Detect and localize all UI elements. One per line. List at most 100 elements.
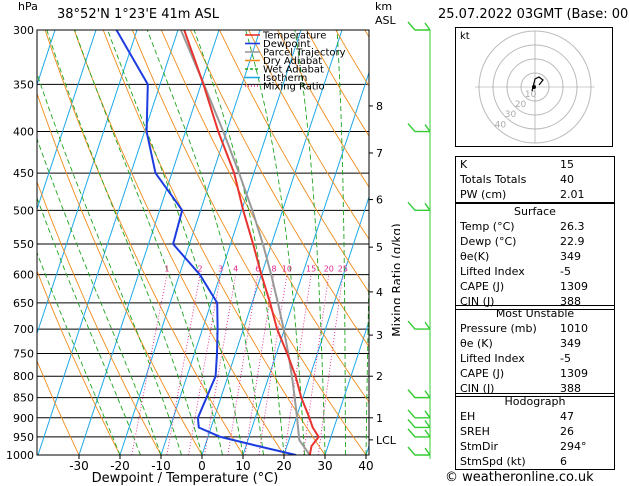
wet-adiabat-line [37,137,162,455]
wind-barb [407,428,430,438]
wet-adiabat-line [294,30,326,455]
wind-barb-flag [424,321,431,330]
dry-adiabat-line [131,30,367,455]
wet-adiabat-line [37,196,141,455]
wind-barb [407,446,430,456]
surface-title: Surface [514,205,556,218]
wind-barb-flag [424,22,431,31]
mixing-ratio-label: 3 [218,265,223,274]
dry-adiabat-line [37,180,162,455]
isotherm-line [0,30,14,455]
wet-adiabat-line [193,30,285,455]
mixing-ratio-line [204,274,237,455]
k-index-value: 15 [560,158,574,171]
surface-thetae-label: θe(K) [460,250,490,263]
km-tick-label: 1 [376,412,383,425]
hpa-axis-title: hPa [18,0,38,13]
mixing-ratio-line [284,274,312,455]
mu-cin-row: CIN (J) 388 [456,381,614,396]
mu-li-row: Lifted Index -5 [456,351,614,366]
mixing-ratio-line [258,274,288,455]
sreh-row: SREH 26 [456,424,614,439]
surface-panel: Surface Temp (°C) 26.3 Dewp (°C) 22.9 θe(K… [455,203,615,310]
surface-dewp-row: Dewp (°C) 22.9 [456,234,614,249]
mu-thetae-row: θe (K) 349 [456,336,614,351]
pressure-tick-label: 700 [13,323,34,336]
pressure-tick-label: 550 [13,238,34,251]
dry-adiabat-line [44,30,244,455]
pressure-tick-label: 300 [13,24,34,37]
wind-barb [407,320,430,330]
surface-cin-label: CIN (J) [460,295,495,308]
legend-label: Dewpoint [263,39,311,50]
wet-adiabat-line [336,30,346,455]
legend-label: Parcel Trajectory [263,48,346,59]
surface-cape-value: 1309 [560,280,588,293]
km-tick-label: LCL [376,434,397,447]
pressure-tick-label: 750 [13,347,34,360]
most-unstable-panel: Most Unstable Pressure (mb) 1010 θe (K) 34… [455,305,615,397]
mu-pressure-value: 1010 [560,322,588,335]
mixing-ratio-label: 10 [282,265,292,274]
surface-cape-label: CAPE (J) [460,280,505,293]
k-index-label: K [460,158,468,171]
wind-barb [407,123,430,133]
asl-axis-title: ASL [375,14,396,27]
km-tick-label: 2 [376,370,383,383]
isotherm-line [37,30,97,211]
location-title: 38°52'N 1°23'E 41m ASL [57,7,219,22]
mu-li-label: Lifted Index [460,352,525,365]
wind-barb-flag [424,410,431,419]
mu-thetae-label: θe (K) [460,337,493,350]
datetime-title: 25.07.2022 03GMT (Base: 00) [438,7,629,22]
surface-temp-value: 26.3 [560,220,585,233]
surface-cin-row: CIN (J) 388 [456,294,614,309]
totals-label: Totals Totals [460,173,527,186]
isotherm-line [37,30,138,336]
mu-li-value: -5 [560,352,571,365]
mu-cin-label: CIN (J) [460,382,495,395]
legend-label: Isotherm [263,73,307,84]
x-tick-label: -30 [69,459,89,473]
hodograph-ring-label: 40 [495,120,507,130]
hodograph-storm-marker [532,85,536,89]
pressure-tick-label: 500 [13,204,34,217]
surface-thetae-value: 349 [560,250,581,263]
chart-axes: 3003504004505005506006507007508008509009… [6,24,397,473]
legend-label: Dry Adiabat [263,56,322,67]
hodograph-ring-label: 20 [515,100,527,110]
surface-dewp-label: Dewp (°C) [460,235,517,248]
pw-value: 2.01 [560,188,585,201]
x-tick-label: -20 [110,459,130,473]
dry-adiabat-line [37,92,203,455]
dry-adiabat-line [277,30,369,188]
km-tick-label: 5 [376,241,383,254]
mu-cape-value: 1309 [560,367,588,380]
skewt-chart: 1 2 3 4 6 8 10 15 20 25 3003504004505005506006507… [0,24,400,486]
wet-adiabat-line [37,72,182,455]
legend-label: Temperature [262,31,326,42]
wet-adiabat-line [146,30,264,455]
x-tick-label: 0 [198,459,206,473]
km-tick-label: 8 [376,100,383,113]
parcel-trajectory-line [179,30,311,455]
legend-label: Mixing Ratio [263,82,325,93]
pressure-tick-label: 900 [13,412,34,425]
totals-row: Totals Totals 40 [456,172,614,187]
mixing-ratio-line [317,274,344,455]
totals-value: 40 [560,173,574,186]
isotherm-line [160,30,302,455]
credit-link[interactable]: © weatheronline.co.uk [445,470,594,485]
pressure-tick-label: 850 [13,392,34,405]
dry-adiabat-line [102,30,326,455]
wet-adiabat-line [245,30,305,455]
x-tick-label: -10 [151,459,171,473]
eh-label: EH [460,410,476,423]
mixing-ratio-line [166,274,201,455]
wind-barb-flag [424,390,431,399]
mixing-ratio-line [302,274,330,455]
wind-barb [407,201,430,212]
isotherm-line [324,319,369,455]
